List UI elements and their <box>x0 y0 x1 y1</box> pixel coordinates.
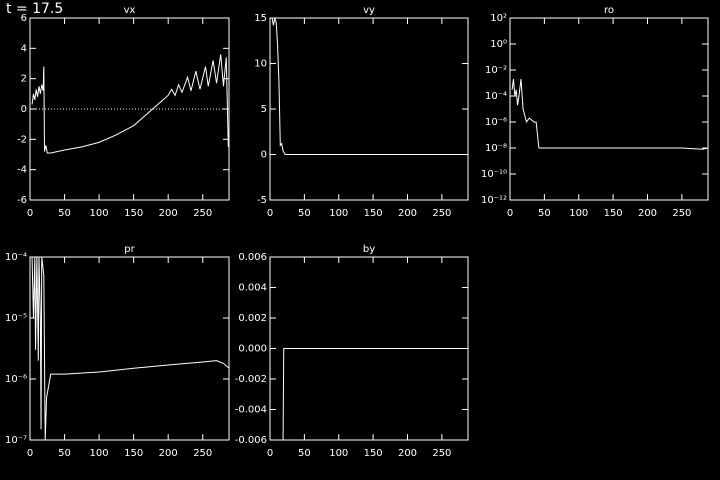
data-line <box>31 257 229 440</box>
x-tick-label: 0 <box>27 448 33 459</box>
y-tick-label: -0.002 <box>235 374 267 385</box>
x-tick-label: 100 <box>569 208 588 219</box>
y-tick-label: 10² <box>490 13 507 24</box>
data-line <box>282 348 468 440</box>
y-tick-label: 2 <box>21 74 27 85</box>
y-tick-label: 10⁻⁴ <box>5 252 27 263</box>
panel-title: vy <box>363 5 375 16</box>
x-tick-label: 100 <box>329 208 348 219</box>
y-tick-label: 10⁻⁶ <box>5 374 27 385</box>
x-tick-label: 150 <box>604 208 623 219</box>
x-tick-label: 250 <box>193 208 212 219</box>
x-tick-label: 150 <box>364 208 383 219</box>
y-tick-label: 10 <box>254 59 267 70</box>
x-tick-label: 150 <box>124 208 143 219</box>
x-tick-label: 200 <box>398 208 417 219</box>
y-tick-label: 10⁻¹² <box>481 195 507 206</box>
panel-title: vx <box>124 5 136 16</box>
data-line <box>31 54 229 154</box>
y-tick-label: 0 <box>21 104 27 115</box>
x-tick-label: 250 <box>432 448 451 459</box>
plot-frame <box>269 17 469 201</box>
x-tick-label: 0 <box>267 208 273 219</box>
x-tick-label: 250 <box>193 448 212 459</box>
y-tick-label: -0.006 <box>235 435 267 446</box>
y-tick-label: 0 <box>261 150 267 161</box>
y-tick-label: 10⁻⁷ <box>5 435 27 446</box>
y-tick-label: 10⁻⁵ <box>5 313 27 324</box>
x-tick-label: 50 <box>298 448 311 459</box>
y-tick-label: 10⁻⁶ <box>485 117 507 128</box>
x-tick-label: 250 <box>432 208 451 219</box>
y-tick-label: 4 <box>21 43 27 54</box>
x-tick-label: 200 <box>398 448 417 459</box>
x-tick-label: 100 <box>90 448 109 459</box>
x-tick-label: 200 <box>638 208 657 219</box>
x-tick-label: 0 <box>507 208 513 219</box>
x-tick-label: 100 <box>90 208 109 219</box>
y-tick-label: -2 <box>17 134 27 145</box>
y-tick-label: 15 <box>254 13 267 24</box>
y-tick-label: 0.002 <box>238 313 267 324</box>
y-tick-label: 10⁻¹⁰ <box>481 169 507 180</box>
data-line <box>271 18 468 155</box>
time-annotation: t = 17.5 <box>6 1 63 17</box>
x-tick-label: 0 <box>27 208 33 219</box>
x-tick-label: 50 <box>58 208 71 219</box>
y-tick-label: 5 <box>261 104 267 115</box>
plot-frame <box>29 256 230 441</box>
x-tick-label: 100 <box>329 448 348 459</box>
x-tick-label: 0 <box>267 448 273 459</box>
x-tick-label: 250 <box>672 208 691 219</box>
y-tick-label: 10⁰ <box>490 39 507 50</box>
y-tick-label: -6 <box>17 195 27 206</box>
y-tick-label: 0.004 <box>238 283 267 294</box>
x-tick-label: 50 <box>58 448 71 459</box>
x-tick-label: 150 <box>364 448 383 459</box>
y-tick-label: 0.006 <box>238 252 267 263</box>
data-line <box>511 79 708 150</box>
y-tick-label: -4 <box>17 165 27 176</box>
x-tick-label: 200 <box>159 208 178 219</box>
y-tick-label: 10⁻⁴ <box>485 91 507 102</box>
y-tick-label: -5 <box>257 195 267 206</box>
panel-title: by <box>363 244 375 255</box>
plot-frame <box>509 17 709 201</box>
x-tick-label: 150 <box>124 448 143 459</box>
panel-title: pr <box>124 244 135 255</box>
y-tick-label: 6 <box>21 13 27 24</box>
y-tick-label: 10⁻⁸ <box>485 143 507 154</box>
x-tick-label: 50 <box>298 208 311 219</box>
x-tick-label: 200 <box>159 448 178 459</box>
x-tick-label: 50 <box>538 208 551 219</box>
panel-title: ro <box>604 5 614 16</box>
y-tick-label: 0.000 <box>238 344 267 355</box>
y-tick-label: 10⁻² <box>485 65 507 76</box>
y-tick-label: -0.004 <box>235 405 267 416</box>
